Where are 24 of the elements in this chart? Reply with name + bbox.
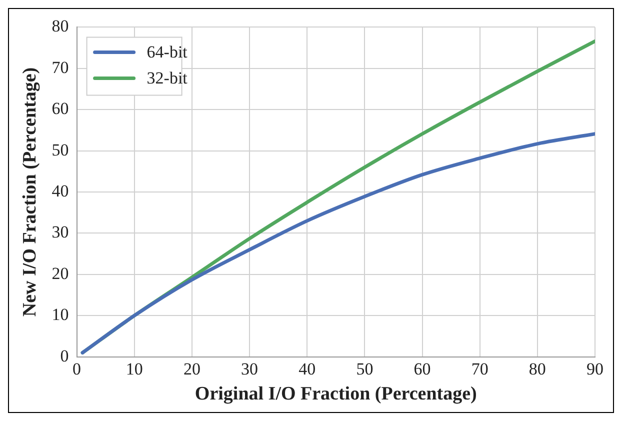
x-axis-title: Original I/O Fraction (Percentage) xyxy=(194,384,477,405)
y-tick-label: 80 xyxy=(52,16,69,36)
x-tick-label: 10 xyxy=(126,359,143,378)
x-tick-label: 50 xyxy=(356,359,374,378)
y-tick-label: 0 xyxy=(60,346,69,366)
line-series xyxy=(80,132,595,354)
y-tick-label: 20 xyxy=(52,264,69,283)
x-tick-label: 60 xyxy=(414,359,431,378)
x-tick-label: 40 xyxy=(298,359,316,378)
legend-label: 64-bit xyxy=(146,42,188,62)
x-tick-label: 70 xyxy=(471,359,488,378)
y-tick-label: 60 xyxy=(52,99,69,118)
x-tick-label: 90 xyxy=(586,359,604,378)
y-axis-title: New I/O Fraction (Percentage) xyxy=(19,67,40,317)
x-tick-label: 30 xyxy=(241,359,258,378)
y-tick-label: 50 xyxy=(52,140,69,160)
y-tick-label: 70 xyxy=(52,58,69,77)
y-tick-label: 40 xyxy=(52,181,69,200)
x-tick-label: 0 xyxy=(72,359,82,378)
legend-label: 32-bit xyxy=(146,68,188,88)
x-tick-label: 20 xyxy=(183,359,200,378)
x-tick-label: 80 xyxy=(528,359,546,378)
y-tick-label: 30 xyxy=(52,222,69,242)
y-tick-label: 10 xyxy=(52,305,69,324)
